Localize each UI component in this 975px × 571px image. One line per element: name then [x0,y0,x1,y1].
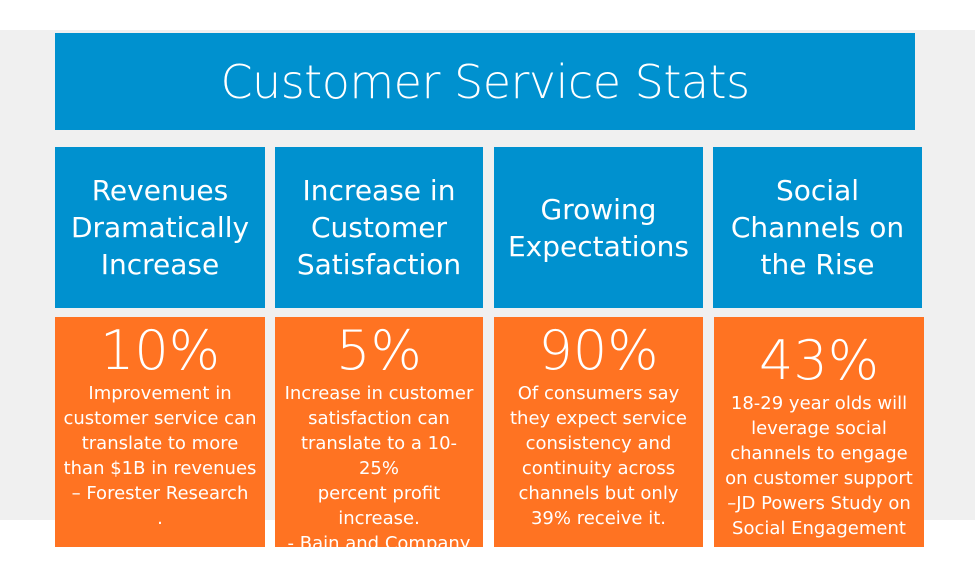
stat-description: Improvement in customer service can tran… [63,383,257,529]
stat-tile-social: 43% 18-29 year olds will leverage social… [714,317,924,547]
heading-text: Revenues Dramatically Increase [70,174,250,281]
stat-value: 5% [336,319,422,382]
heading-tile-satisfaction: Increase in Customer Satisfaction [275,147,483,308]
heading-text: Social Channels on the Rise [730,174,905,281]
heading-text: Growing Expectations [507,192,689,263]
stat-value: 90% [538,319,659,382]
stat-description: Of consumers say they expect service con… [510,383,687,529]
title-banner: Customer Service Stats [55,33,915,130]
stat-value: 43% [758,329,880,392]
stat-tile-satisfaction: 5% Increase in customer satisfaction can… [275,317,483,554]
heading-tile-social: Social Channels on the Rise [713,147,922,308]
stat-tile-revenues: 10% Improvement in customer service can … [55,317,265,547]
stat-description: 18-29 year olds will leverage social cha… [725,393,913,539]
page-title: Customer Service Stats [220,54,750,109]
stat-description: Increase in customer satisfaction can tr… [284,383,474,554]
heading-tile-expectations: Growing Expectations [494,147,703,308]
heading-tile-revenues: Revenues Dramatically Increase [55,147,265,308]
stat-value: 10% [99,319,221,382]
heading-text: Increase in Customer Satisfaction [296,174,462,281]
stat-tile-expectations: 90% Of consumers say they expect service… [494,317,703,547]
